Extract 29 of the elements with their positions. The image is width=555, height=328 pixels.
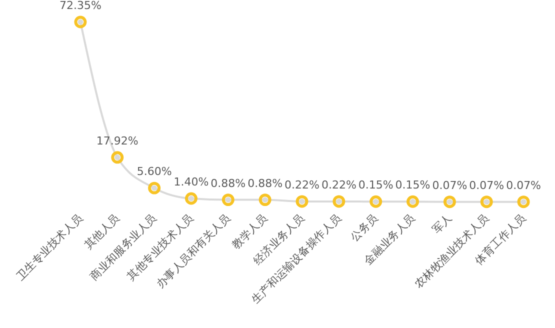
point	[370, 195, 382, 208]
data-label: 1.40%	[174, 176, 209, 189]
point	[296, 195, 308, 208]
data-label: 0.88%	[210, 176, 246, 190]
data-label: 72.35%	[59, 0, 102, 12]
point	[111, 151, 124, 164]
point	[222, 194, 234, 206]
data-label: 5.60%	[136, 165, 172, 178]
point	[480, 196, 493, 208]
point	[443, 196, 456, 208]
x-tick-label: 公务员	[348, 212, 381, 244]
data-label: 0.22%	[284, 178, 320, 192]
point	[148, 182, 161, 194]
point	[332, 195, 346, 208]
data-label: 0.07%	[432, 178, 468, 192]
x-tick-label: 卫生专业技术人员	[14, 212, 86, 283]
data-label: 0.15%	[395, 178, 430, 192]
point	[517, 196, 530, 208]
point	[74, 16, 87, 28]
data-label: 0.88%	[248, 176, 283, 190]
data-label: 0.07%	[506, 178, 542, 192]
point	[184, 192, 198, 205]
point	[258, 194, 272, 206]
data-label: 17.92%	[96, 134, 138, 148]
data-label: 0.07%	[469, 178, 504, 192]
point	[406, 195, 420, 208]
data-label: 0.22%	[321, 178, 356, 192]
x-tick-label: 军人	[430, 212, 454, 236]
data-label: 0.15%	[358, 178, 394, 192]
